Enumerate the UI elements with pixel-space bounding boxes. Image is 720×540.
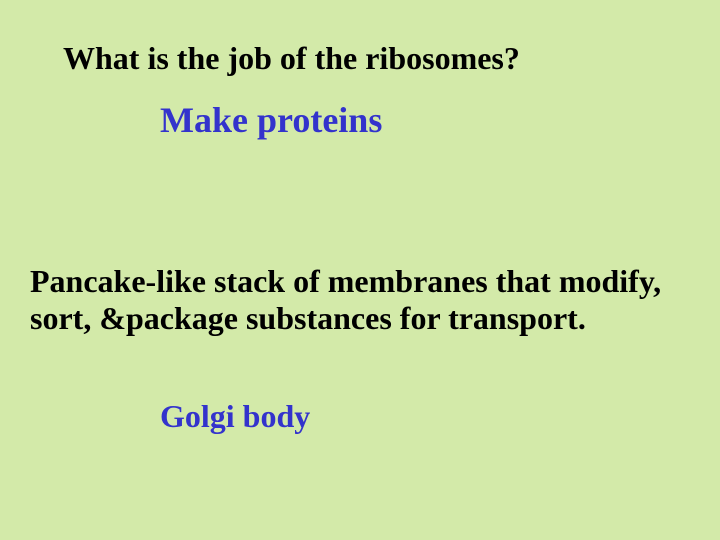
answer-2: Golgi body [160, 398, 310, 435]
question-2: Pancake-like stack of membranes that mod… [30, 263, 680, 337]
answer-1: Make proteins [160, 100, 382, 141]
question-1: What is the job of the ribosomes? [63, 40, 520, 77]
